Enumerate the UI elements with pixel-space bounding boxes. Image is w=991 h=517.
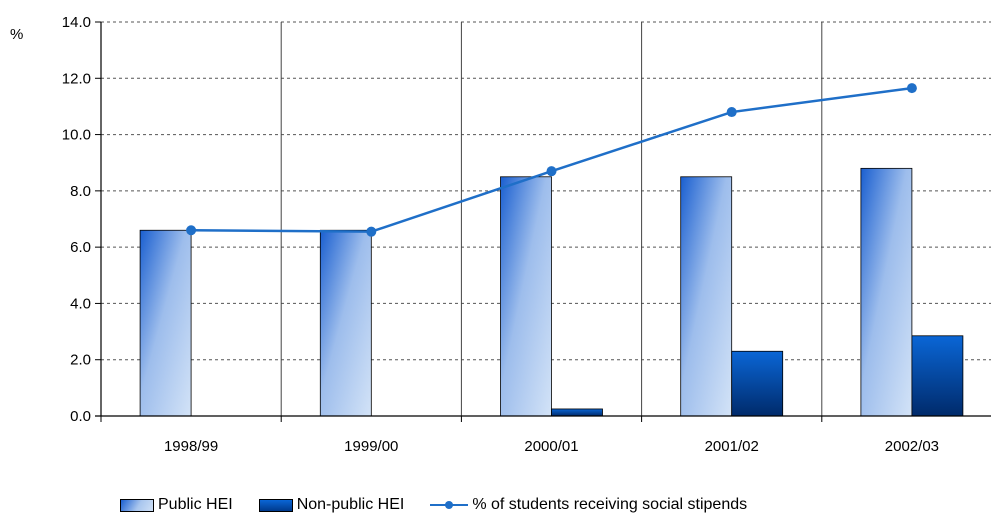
legend-swatch-non-public-hei [258,498,293,512]
bar-public-hei-0 [139,229,192,417]
legend-item-stipends-line: % of students receiving social stipends [430,496,747,514]
y-tick-label-6: 12.0 [62,70,91,87]
x-tick-label-2: 2000/01 [524,438,578,455]
y-axis-unit-label: % [10,26,23,43]
bar-public-hei-4 [860,167,913,417]
bar-non-public-hei-2 [551,408,603,417]
stipend-line-point-2 [546,166,557,177]
legend-label-public-hei: Public HEI [158,496,233,513]
legend-swatch-public-hei [120,498,154,512]
bar-non-public-hei-3 [731,350,784,417]
stipend-line-series [186,83,917,237]
legend-swatch-stipends-line [430,498,469,512]
y-tick-label-5: 10.0 [62,127,91,144]
x-tick-label-4: 2002/03 [885,438,939,455]
bar-public-hei-1 [319,229,372,417]
legend-item-non-public-hei: Non-public HEI [258,496,405,514]
x-tick-label-1: 1999/00 [344,438,398,455]
stipends-chart: % 0.0 2.0 4.0 6.0 8.0 10.0 12.0 14.0 1998/99 1999… [10,14,991,455]
bars [139,167,964,417]
legend-label-stipends-line: % of students receiving social stipends [472,496,748,513]
y-tick-label-1: 2.0 [70,352,91,369]
y-tick-label-4: 8.0 [70,183,91,200]
y-tick-label-7: 14.0 [62,14,91,31]
bar-non-public-hei-4 [911,335,964,417]
stipend-line-point-4 [906,83,917,94]
y-tick-label-2: 4.0 [70,295,91,312]
bar-public-hei-2 [500,176,552,417]
grid-lines [101,21,991,416]
legend-label-non-public-hei: Non-public HEI [296,496,405,513]
legend-item-public-hei: Public HEI [120,496,233,514]
tick-labels: 0.0 2.0 4.0 6.0 8.0 10.0 12.0 14.0 1998/99 1999/0… [62,14,939,455]
bar-public-hei-3 [680,176,733,417]
x-tick-label-3: 2001/02 [705,438,759,455]
stipend-line-point-3 [726,107,737,118]
x-tick-label-0: 1998/99 [164,438,218,455]
y-tick-label-0: 0.0 [70,408,91,425]
stipend-line-point-0 [186,225,197,236]
y-tick-label-3: 6.0 [70,239,91,256]
legend: Public HEI Non-public HEI % of students … [120,494,773,516]
stipend-line-point-1 [366,226,377,237]
axes [95,21,991,422]
